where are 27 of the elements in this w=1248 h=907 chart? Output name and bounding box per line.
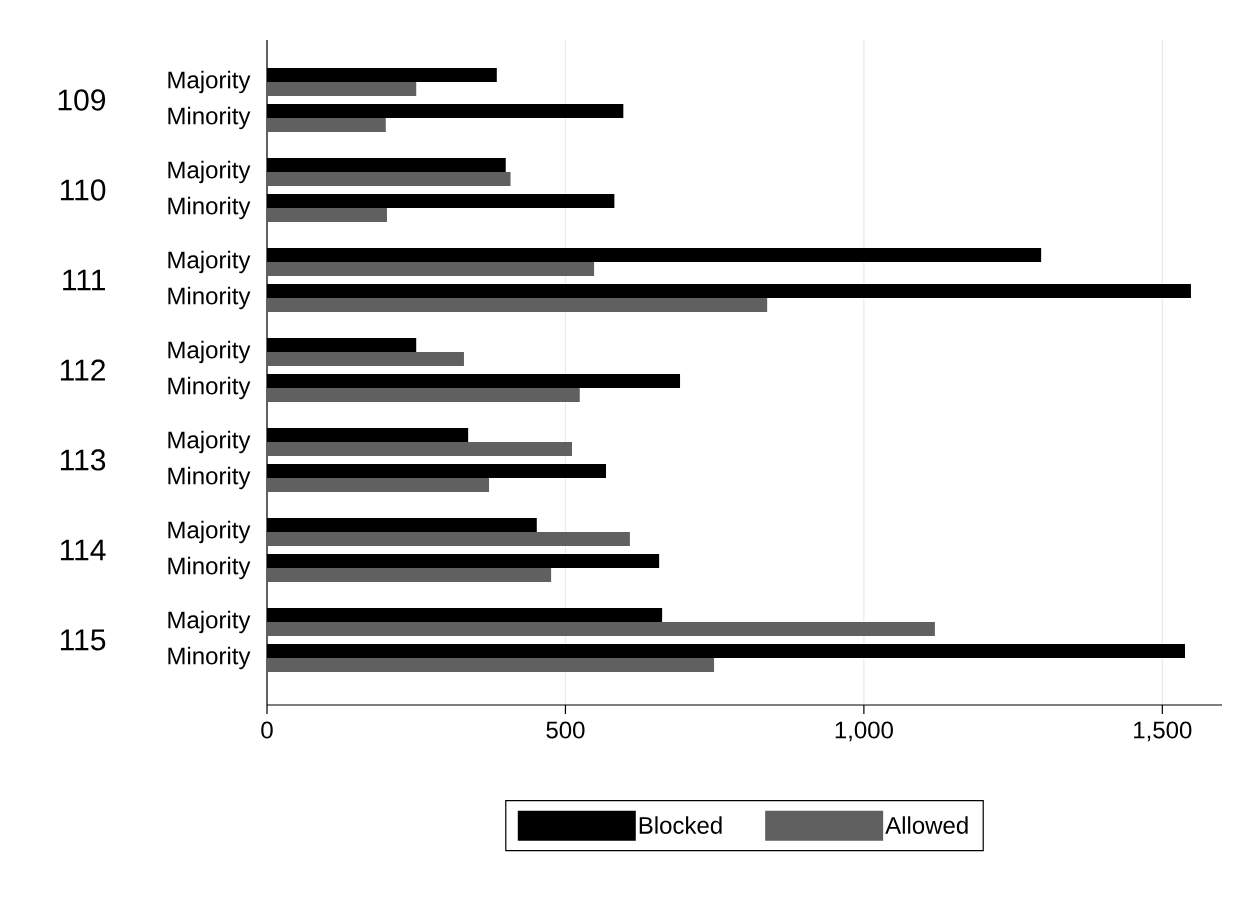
text: 112 xyxy=(60,359,105,381)
text: 110 xyxy=(60,179,106,201)
legend-label: Allowed xyxy=(885,816,968,834)
y-tick-label: Majority xyxy=(168,610,251,634)
legend-label: Blocked xyxy=(639,816,722,834)
y-tick-label: Majority xyxy=(168,340,251,364)
text: 114 xyxy=(60,539,106,561)
y-tick-label: Minority xyxy=(168,286,251,310)
x-tick-label: 0 xyxy=(261,721,273,739)
x-tick-label: 500 xyxy=(546,721,585,739)
y-tick-label: Minority xyxy=(168,646,251,670)
y-tick-label: Minority xyxy=(168,556,251,580)
y-tick-label: Majority xyxy=(168,250,251,274)
x-tick-label: 1,000 xyxy=(835,721,893,742)
y-tick-label: Majority xyxy=(168,70,251,94)
y-tick-label: Majority xyxy=(168,160,251,184)
y-tick-label: Minority xyxy=(168,196,251,220)
y-tick-label: Minority xyxy=(168,466,251,490)
text: 113 xyxy=(60,449,106,471)
y-tick-label: Minority xyxy=(168,106,251,130)
y-tick-label: Majority xyxy=(168,430,251,454)
text: 115 xyxy=(60,629,106,651)
y-tick-label: Majority xyxy=(168,520,251,544)
y-tick-label: Minority xyxy=(168,376,251,400)
text: 111 xyxy=(63,269,106,291)
x-tick-label: 1,500 xyxy=(1134,721,1192,742)
text: 109 xyxy=(58,89,106,111)
